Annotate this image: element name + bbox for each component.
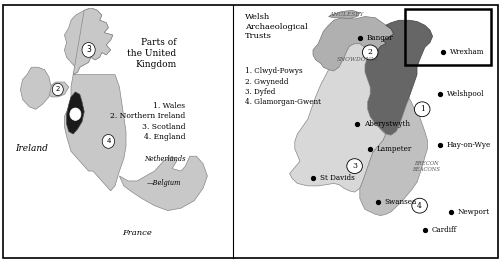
Text: Lampeter: Lampeter (376, 145, 412, 153)
Polygon shape (66, 92, 84, 134)
Text: ANGLESEY: ANGLESEY (330, 12, 364, 17)
Text: Ireland: Ireland (15, 144, 48, 153)
Polygon shape (120, 156, 208, 211)
Text: St Davids: St Davids (320, 174, 354, 183)
Polygon shape (360, 98, 428, 216)
Text: 3: 3 (86, 45, 91, 54)
Circle shape (347, 159, 362, 174)
Polygon shape (47, 82, 69, 97)
Text: 1. Wales
2. Northern Ireland
3. Scotland
4. England: 1. Wales 2. Northern Ireland 3. Scotland… (110, 102, 186, 141)
Text: 4: 4 (417, 202, 422, 210)
Text: 3: 3 (352, 162, 357, 170)
Text: 1. Clwyd-Powys
2. Gwynedd
3. Dyfed
4. Glamorgan-Gwent: 1. Clwyd-Powys 2. Gwynedd 3. Dyfed 4. Gl… (246, 67, 322, 107)
Text: Wrexham: Wrexham (450, 48, 484, 56)
Bar (406, 9, 491, 65)
Circle shape (70, 108, 81, 120)
Text: Newport: Newport (458, 208, 490, 216)
Text: Cardiff: Cardiff (432, 226, 456, 234)
Circle shape (52, 83, 64, 96)
Text: Netherlands: Netherlands (144, 155, 186, 163)
Polygon shape (20, 67, 51, 109)
Circle shape (412, 198, 428, 213)
Text: Aberystwyth: Aberystwyth (364, 120, 410, 128)
Text: Welshpool: Welshpool (447, 90, 484, 98)
Text: Hay-on-Wye: Hay-on-Wye (447, 141, 491, 149)
Polygon shape (64, 8, 113, 75)
Text: Welsh
Archaeological
Trusts: Welsh Archaeological Trusts (246, 13, 308, 41)
Text: 1: 1 (420, 105, 424, 113)
Text: —Belgium: —Belgium (146, 179, 181, 188)
Circle shape (82, 43, 95, 57)
Circle shape (362, 45, 378, 60)
Text: Parts of
the United
Kingdom: Parts of the United Kingdom (128, 38, 176, 69)
Text: 2: 2 (368, 48, 372, 56)
Polygon shape (313, 17, 394, 71)
Text: 2: 2 (56, 87, 60, 93)
Text: BRECON
BEACONS: BRECON BEACONS (412, 161, 440, 171)
Polygon shape (365, 20, 432, 135)
Text: 4: 4 (106, 138, 110, 144)
Text: Bangor: Bangor (366, 34, 393, 42)
Text: Swansea: Swansea (384, 198, 417, 206)
Polygon shape (290, 44, 386, 192)
Text: 1: 1 (73, 111, 78, 117)
Text: France: France (122, 229, 152, 237)
Polygon shape (64, 8, 126, 191)
Circle shape (102, 134, 115, 148)
Polygon shape (328, 10, 360, 18)
Circle shape (414, 102, 430, 117)
Text: SNOWDONIA: SNOWDONIA (336, 57, 378, 62)
